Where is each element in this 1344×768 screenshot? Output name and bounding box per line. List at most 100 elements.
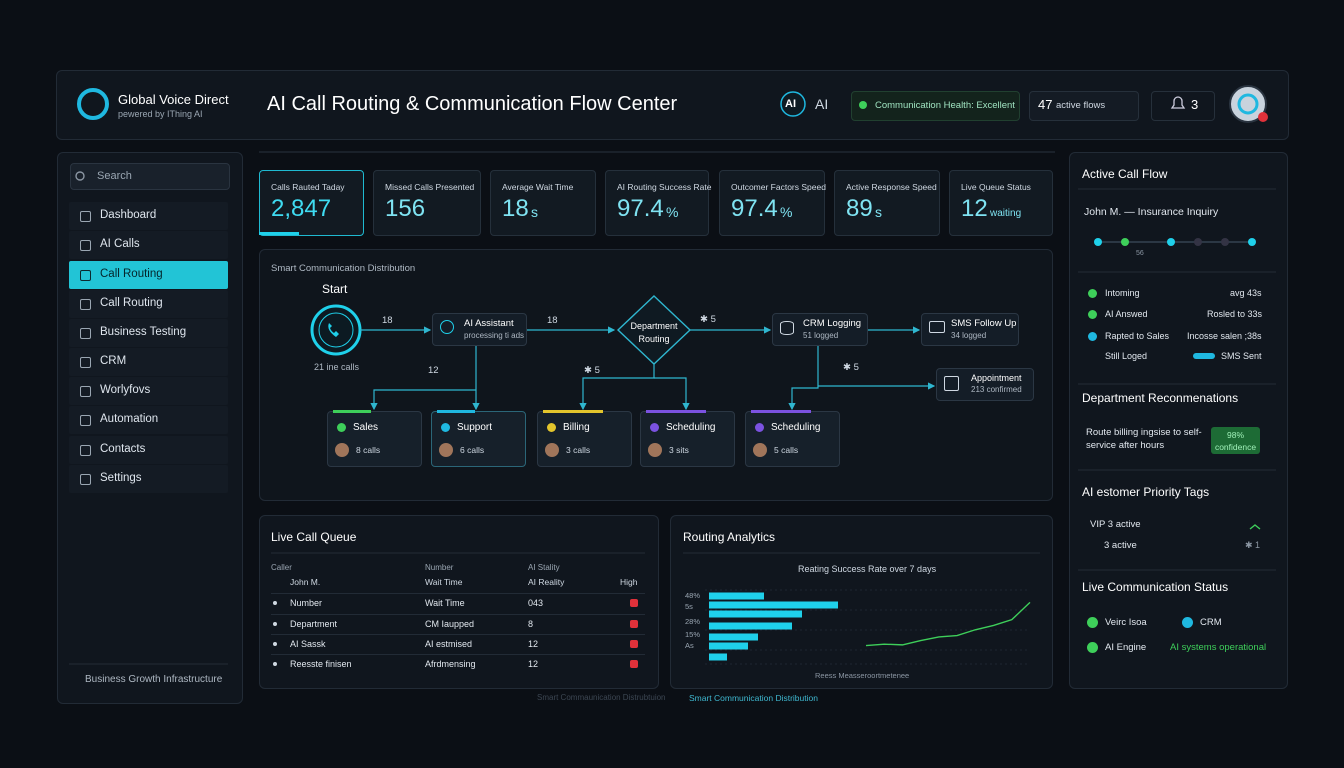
kpi-value: 2,847	[271, 195, 332, 222]
kpi-card	[834, 170, 940, 236]
menu-label[interactable]: Call Routing	[100, 268, 163, 280]
event-detail: SMS Sent	[1221, 351, 1262, 361]
queue-row[interactable]	[271, 634, 645, 655]
menu-item[interactable]	[69, 436, 228, 464]
ai-badge: AI	[785, 98, 796, 110]
health-pill[interactable]	[851, 91, 1020, 121]
search-icon	[75, 171, 85, 181]
bar-label: As	[685, 641, 694, 650]
kpi-label: Live Queue Status	[961, 182, 1031, 192]
menu-label[interactable]: Call Routing	[100, 297, 163, 309]
department-node[interactable]: Department Routing	[630, 321, 678, 344]
menu-label[interactable]: Dashboard	[100, 209, 157, 221]
department-dot	[337, 423, 346, 432]
globe-icon	[440, 320, 454, 334]
department-card[interactable]	[745, 411, 840, 467]
menu-label[interactable]: AI Calls	[100, 238, 140, 250]
kpi-highlight	[259, 232, 299, 235]
department-card[interactable]	[640, 411, 735, 467]
queue-cell: AI Sassk	[290, 639, 326, 649]
status-check	[1087, 642, 1098, 653]
event-dot	[1088, 332, 1097, 341]
menu-item[interactable]	[69, 377, 228, 405]
menu-item[interactable]	[69, 465, 228, 493]
queue-subheader: Wait Time	[425, 577, 463, 587]
bell-pill[interactable]	[1151, 91, 1215, 121]
start-node-inner	[318, 312, 354, 348]
queue-cell: 043	[528, 598, 544, 608]
kpi-label: Average Wait Time	[502, 182, 574, 192]
db-icon	[780, 321, 794, 335]
menu-item[interactable]	[69, 290, 228, 318]
department-calls: 6 calls	[460, 445, 485, 455]
department-avatar	[439, 443, 453, 457]
menu-label[interactable]: Automation	[100, 413, 159, 425]
flows-count: 47	[1038, 97, 1053, 112]
kpi-label: Outcomer Factors Speed	[731, 182, 826, 192]
footer-link[interactable]: Smart Commaunication Distrubtuion	[537, 693, 666, 702]
kpi-card	[490, 170, 596, 236]
kpi-card	[373, 170, 481, 236]
menu-icon	[80, 270, 91, 281]
kpi-label: Calls Rauted Taday	[271, 182, 345, 192]
timeline-label: 56	[1136, 250, 1144, 257]
queue-subheader: AI Reality	[528, 577, 565, 587]
appointment-node[interactable]	[936, 368, 1034, 401]
menu-label[interactable]: Contacts	[100, 443, 146, 455]
avatar-logo	[1237, 93, 1259, 115]
menu-item[interactable]	[69, 202, 228, 230]
bar	[709, 610, 802, 618]
menu-label[interactable]: Settings	[100, 472, 142, 484]
queue-cell: AI estmised	[425, 639, 473, 649]
event-label: Rapted to Sales	[1105, 331, 1170, 341]
menu-label[interactable]: CRM	[100, 355, 127, 367]
status-label: Veirc Isoa	[1105, 617, 1147, 628]
search-box[interactable]	[70, 163, 230, 190]
kpi-value: 12	[961, 195, 988, 222]
tag-vip[interactable]: VIP 3 active	[1090, 519, 1141, 530]
caller: John M. — Insurance Inquiry	[1084, 206, 1219, 218]
menu-icon	[80, 328, 91, 339]
department-card[interactable]	[537, 411, 632, 467]
start-calls: 21 ine calls	[314, 362, 360, 372]
trend-line	[865, 601, 1031, 647]
menu-item[interactable]	[69, 231, 228, 259]
priority-badge	[630, 599, 638, 607]
edge-label: ✱ 5	[843, 362, 859, 373]
department-avatar	[335, 443, 349, 457]
kpi-card	[949, 170, 1053, 236]
kpi-unit: waiting	[990, 208, 1022, 219]
chart-axis-label: Reess Measseroortmetenee	[815, 671, 910, 680]
event-detail: Rosled to 33s	[1207, 309, 1263, 319]
status-label: CRM	[1200, 617, 1222, 628]
kpi-value: 18	[502, 195, 529, 222]
queue-row[interactable]	[271, 654, 645, 675]
priority-badge	[630, 660, 638, 668]
department-name: Billing	[563, 422, 590, 433]
menu-item[interactable]	[69, 348, 228, 376]
chevron[interactable]	[1249, 524, 1261, 530]
sms-node[interactable]	[921, 313, 1019, 346]
menu-label[interactable]: Business Testing	[100, 326, 187, 338]
avatar[interactable]	[1229, 85, 1267, 123]
bell-icon[interactable]	[1170, 96, 1186, 109]
menu-item[interactable]	[69, 319, 228, 347]
menu-label[interactable]: Worlyfovs	[100, 384, 151, 396]
event-dot	[1088, 289, 1097, 298]
queue-cell: 12	[528, 639, 539, 649]
event-label: Still Loged	[1105, 351, 1148, 361]
department-card[interactable]	[327, 411, 422, 467]
department-name: Scheduling	[771, 422, 821, 433]
bar	[709, 601, 838, 609]
menu-item[interactable]	[69, 406, 228, 434]
menu-item[interactable]	[69, 261, 228, 289]
flows-pill[interactable]	[1029, 91, 1139, 121]
bar-label: 48%	[685, 591, 701, 600]
queue-row[interactable]	[271, 614, 645, 635]
edge-label: 12	[428, 365, 439, 376]
queue-row[interactable]	[271, 593, 645, 614]
department-card[interactable]	[431, 411, 526, 467]
footer-link[interactable]: Smart Communication Distribution	[689, 693, 818, 703]
